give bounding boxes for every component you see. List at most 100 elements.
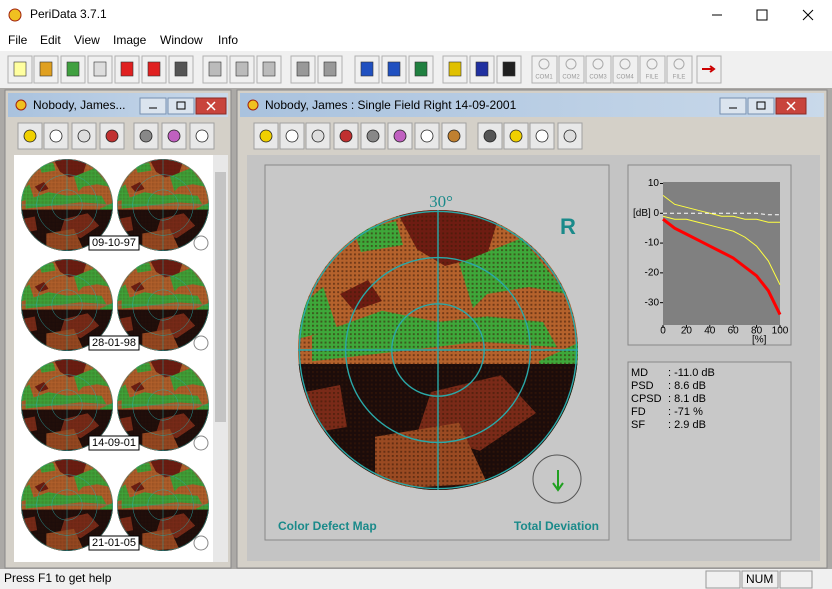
toolbar-button[interactable] (60, 55, 86, 84)
restore-glyph (176, 101, 186, 110)
child-title: Nobody, James : Single Field Right 14-09… (265, 98, 517, 112)
tool-icon (483, 129, 497, 143)
toolbar-button[interactable] (7, 55, 33, 84)
toolbar-icon (120, 61, 134, 77)
y-tick-label: -30 (645, 297, 660, 308)
status-bar (0, 569, 832, 589)
tool-icon (509, 129, 523, 143)
toolbar-icon (592, 58, 604, 70)
tool-icon (49, 129, 63, 143)
date-box (88, 235, 140, 251)
toolbar-button[interactable] (585, 55, 612, 84)
index-name: SF (631, 419, 645, 431)
maximize-button[interactable] (756, 9, 768, 21)
toolbar-icon (646, 58, 658, 70)
thumbnail-date: 21-01-05 (92, 537, 136, 549)
x-tick-label: 80 (751, 326, 763, 337)
curve-line (662, 218, 782, 316)
curve-line (662, 195, 780, 223)
eye-label: R (560, 214, 576, 239)
toolbar-icon (387, 61, 401, 77)
tool-icon (447, 129, 461, 143)
index-name: PSD (631, 380, 654, 392)
tool-icon (139, 129, 153, 143)
tool-icon (167, 129, 181, 143)
tool-icon (339, 129, 353, 143)
restore-glyph (756, 101, 766, 110)
x-tick-label: 0 (660, 326, 666, 337)
date-box (88, 435, 140, 451)
close-glyph (786, 101, 796, 111)
scroll-thumb[interactable] (215, 172, 226, 422)
tool-icon (393, 129, 407, 143)
status-box (779, 570, 813, 589)
status-help: Press F1 to get help (4, 571, 112, 585)
close-button[interactable] (802, 9, 814, 21)
status-num: NUM (746, 572, 773, 586)
fixation-indicator (193, 335, 209, 351)
fixation-indicator (532, 454, 582, 504)
toolbar-button[interactable] (114, 55, 140, 84)
child-minimize[interactable] (719, 97, 747, 115)
x-tick-label: 40 (704, 326, 716, 337)
tool-button[interactable] (17, 122, 43, 150)
child-restore[interactable] (747, 97, 775, 115)
toolbar-button[interactable] (666, 55, 693, 84)
tool-icon (311, 129, 325, 143)
toolbar-icon (565, 58, 577, 70)
tool-button[interactable] (477, 122, 503, 150)
date-box (88, 535, 140, 551)
toolbar-button[interactable] (558, 55, 585, 84)
y-tick-label: -20 (645, 268, 660, 279)
index-name: FD (631, 406, 646, 418)
index-value: : -11.0 dB (668, 367, 715, 379)
fixation-indicator (193, 235, 209, 251)
thumbnail-date: 28-01-98 (92, 337, 136, 349)
index-name: MD (631, 367, 648, 379)
menu-item[interactable]: Window (160, 33, 203, 47)
toolbar-icon (147, 61, 161, 77)
indices-panel (627, 361, 792, 541)
toolbar-icon (538, 58, 550, 70)
toolbar-label: COM3 (589, 75, 607, 81)
curve-line (663, 212, 780, 216)
index-value: : 2.9 dB (668, 419, 706, 431)
child-minimize[interactable] (139, 97, 167, 115)
toolbar-icon (208, 61, 222, 77)
toolbar-icon (360, 61, 374, 77)
child-title: Nobody, James... (33, 98, 125, 112)
toolbar-label: COM4 (616, 75, 634, 81)
toolbar-button[interactable] (531, 55, 558, 84)
deviation-label: Total Deviation (514, 519, 599, 533)
index-name: CPSD (631, 393, 662, 405)
toolbar-button[interactable] (354, 55, 380, 84)
toolbar-icon (619, 58, 631, 70)
date-box (88, 335, 140, 351)
tool-icon (23, 129, 37, 143)
toolbar-label: FILE (673, 75, 686, 81)
x-tick-label: 100 (772, 326, 789, 337)
child-restore[interactable] (167, 97, 195, 115)
menu-item[interactable]: Edit (40, 33, 61, 47)
toolbar-icon (448, 61, 462, 77)
x-tick-label: 60 (728, 326, 740, 337)
y-tick-label: 10 (648, 178, 660, 189)
tool-icon (366, 129, 380, 143)
toolbar-icon (174, 61, 188, 77)
toolbar-button[interactable] (639, 55, 666, 84)
toolbar-button[interactable] (612, 55, 639, 84)
toolbar-icon (93, 61, 107, 77)
toolbar-icon (66, 61, 80, 77)
menu-item[interactable]: Image (113, 33, 147, 47)
index-value: : -71 % (668, 406, 703, 418)
title-bar (0, 0, 832, 30)
menu-item[interactable]: File (8, 33, 28, 47)
menu-item[interactable]: Info (218, 33, 238, 47)
menu-item[interactable]: View (74, 33, 100, 47)
close-glyph (206, 101, 216, 111)
index-value: : 8.1 dB (668, 393, 706, 405)
toolbar-icon (475, 61, 489, 77)
fixation-arrow (552, 470, 564, 492)
tool-icon (259, 129, 273, 143)
